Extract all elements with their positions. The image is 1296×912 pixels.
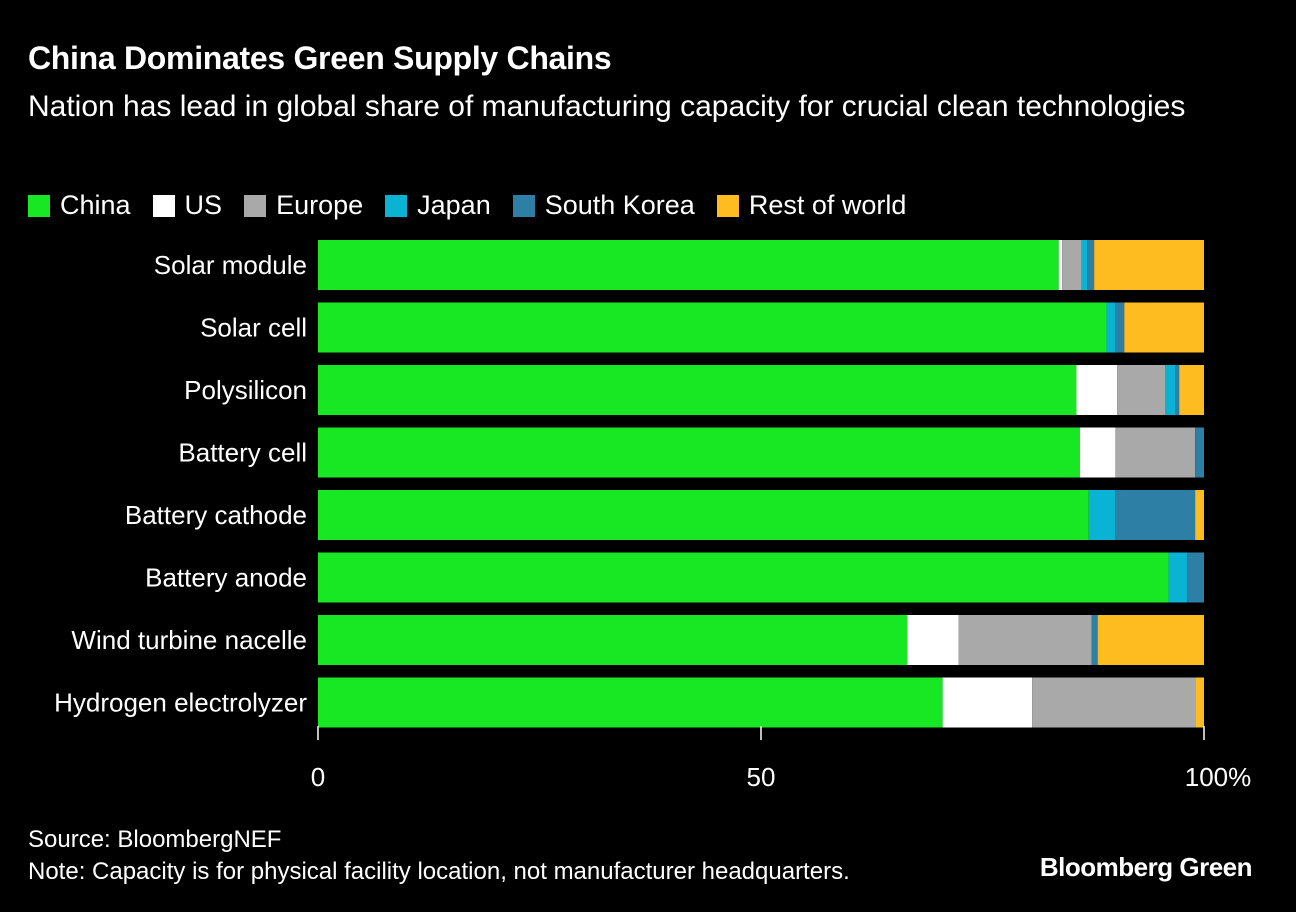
bar-segment-polysilicon-japan <box>1165 365 1176 415</box>
bar-segment-hydrogen-electrolyzer-europe <box>1032 677 1196 728</box>
bar-segment-battery-anode-china <box>318 552 1169 603</box>
legend: China US Europe Japan South Korea Rest o… <box>28 190 928 221</box>
bar-segment-solar-module-japan <box>1081 240 1088 290</box>
bar-segment-solar-module-china <box>318 240 1059 290</box>
legend-swatch-china <box>28 194 50 217</box>
bar-segment-solar-cell-rest-of-world <box>1124 302 1204 353</box>
chart-subtitle: Nation has lead in global share of manuf… <box>28 90 1186 123</box>
legend-label-china: China <box>60 190 131 220</box>
bar-segment-polysilicon-south-korea <box>1175 365 1180 415</box>
bar-segment-battery-cell-europe <box>1115 427 1196 478</box>
bar-segment-wind-turbine-nacelle-china <box>318 615 908 665</box>
bar-segment-hydrogen-electrolyzer-us <box>942 677 1033 728</box>
bar-segment-polysilicon-europe <box>1117 365 1166 415</box>
legend-label-us: US <box>184 190 223 220</box>
bar-segment-solar-module-south-korea <box>1087 240 1095 290</box>
bar-segment-battery-anode-japan <box>1168 552 1188 603</box>
category-label-hydrogen-electrolyzer: Hydrogen electrolyzer <box>54 688 307 718</box>
bar-segment-battery-anode-south-korea <box>1187 552 1204 603</box>
legend-item-china: China <box>28 190 131 221</box>
x-tick-label-50: 50 <box>747 762 776 792</box>
category-label-wind-turbine-nacelle: Wind turbine nacelle <box>71 625 307 655</box>
category-label-battery-anode: Battery anode <box>145 563 307 593</box>
footnote: Note: Capacity is for physical facility … <box>28 858 850 885</box>
legend-label-japan: Japan <box>417 190 491 220</box>
bar-segment-battery-cathode-south-korea <box>1115 490 1196 540</box>
bar-segment-battery-cathode-china <box>318 490 1089 540</box>
category-label-solar-cell: Solar cell <box>200 313 307 343</box>
bar-segment-hydrogen-electrolyzer-china <box>318 677 943 728</box>
bar-segment-polysilicon-china <box>318 365 1077 415</box>
bar-segment-solar-cell-china <box>318 302 1107 353</box>
legend-swatch-europe <box>244 194 267 217</box>
bar-segment-battery-cell-us <box>1079 427 1116 478</box>
category-label-battery-cathode: Battery cathode <box>125 500 307 530</box>
legend-swatch-rest-of-world <box>716 194 739 217</box>
bar-segment-solar-module-rest-of-world <box>1094 240 1204 290</box>
category-label-solar-module: Solar module <box>154 250 307 280</box>
bar-segment-battery-cathode-japan <box>1088 490 1116 540</box>
legend-swatch-japan <box>385 194 408 217</box>
bar-segment-solar-cell-japan <box>1106 302 1116 353</box>
bar-segment-solar-cell-south-korea <box>1115 302 1125 353</box>
bar-segment-wind-turbine-nacelle-europe <box>958 615 1092 665</box>
legend-label-south-korea: South Korea <box>544 190 695 220</box>
bar-segment-hydrogen-electrolyzer-rest-of-world <box>1195 677 1204 728</box>
legend-item-rest-of-world: Rest of world <box>716 190 907 221</box>
bar-segment-battery-cathode-rest-of-world <box>1195 490 1204 540</box>
bar-segment-polysilicon-us <box>1076 365 1118 415</box>
legend-item-europe: Europe <box>244 190 363 221</box>
bar-segment-wind-turbine-nacelle-south-korea <box>1091 615 1098 665</box>
legend-label-rest-of-world: Rest of world <box>748 190 907 220</box>
bar-segment-polysilicon-rest-of-world <box>1179 365 1204 415</box>
bar-segment-solar-module-us <box>1058 240 1063 290</box>
category-label-polysilicon: Polysilicon <box>184 375 307 405</box>
legend-item-south-korea: South Korea <box>512 190 695 221</box>
legend-swatch-us <box>152 194 175 217</box>
source-note: Source: BloombergNEF <box>28 826 282 853</box>
bar-segment-battery-cell-china <box>318 427 1080 478</box>
legend-swatch-south-korea <box>512 194 535 217</box>
bar-segment-wind-turbine-nacelle-us <box>907 615 959 665</box>
legend-label-europe: Europe <box>276 190 364 220</box>
x-tick-label-0: 0 <box>311 762 325 792</box>
x-tick-label-100: 100% <box>1185 762 1252 792</box>
category-label-battery-cell: Battery cell <box>178 438 307 468</box>
bar-segment-solar-module-europe <box>1062 240 1082 290</box>
bar-segment-battery-cell-south-korea <box>1195 427 1204 478</box>
bar-segment-wind-turbine-nacelle-rest-of-world <box>1097 615 1204 665</box>
legend-item-us: US <box>152 190 223 221</box>
chart-title: China Dominates Green Supply Chains <box>28 40 612 76</box>
brand-logo: Bloomberg Green <box>1039 852 1253 882</box>
legend-item-japan: Japan <box>385 190 491 221</box>
